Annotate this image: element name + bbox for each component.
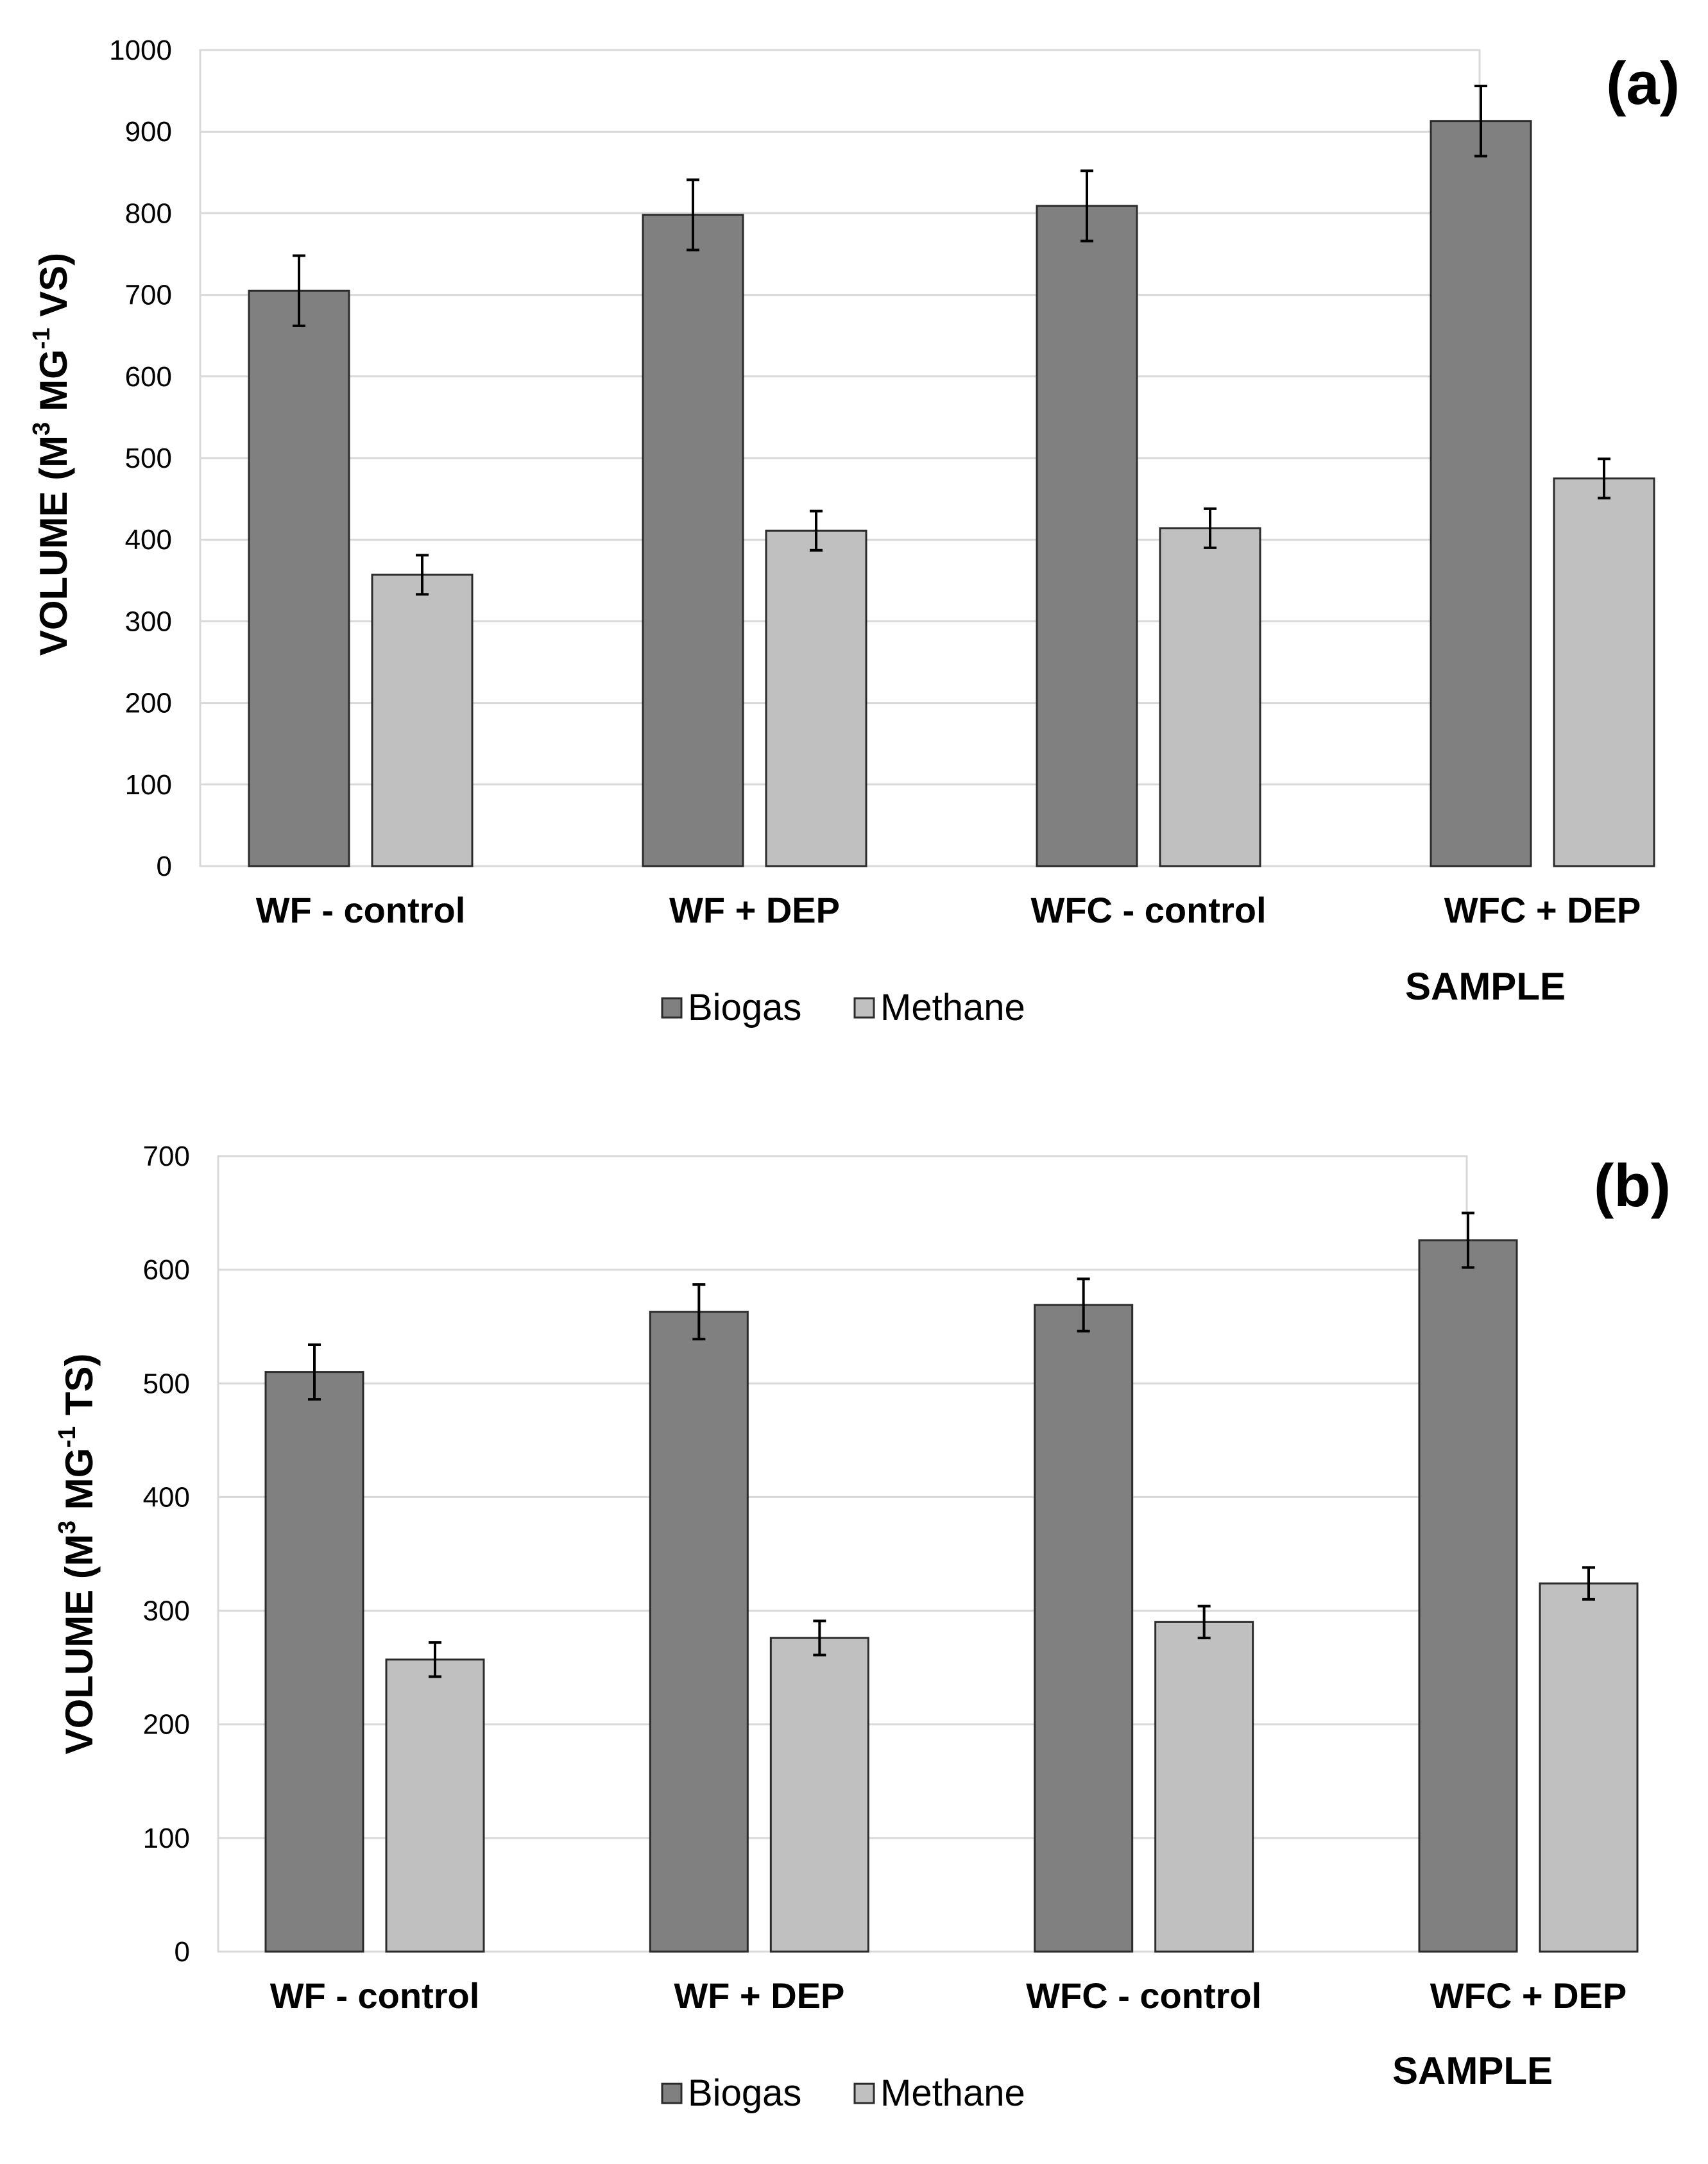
y-axis-label: VOLUME (M3 MG-1 TS) [54,1354,101,1755]
bar-methane [769,1637,869,1953]
error-bar [1077,1277,1090,1333]
category-label: WF + DEP [669,890,840,930]
y-axis-label: VOLUME (M3 MG-1 VS) [28,253,75,656]
bar-biogas [1418,1239,1518,1953]
bar-biogas [642,214,744,867]
bar-biogas [264,1371,364,1953]
legend-swatch-methane [853,2083,875,2104]
error-bar [1598,457,1610,500]
category-label: WF - control [270,1975,480,2016]
bar-biogas [649,1311,749,1953]
y-tick-label: 200 [125,688,172,719]
error-bar [687,178,699,251]
bar-methane [1154,1621,1254,1953]
category-label: WFC - control [1030,890,1266,930]
bar-methane [385,1658,485,1953]
y-tick-label: 500 [125,443,172,474]
category-label: WFC - control [1026,1975,1261,2016]
legend: Biogas Methane [661,987,1025,1028]
legend-label-methane: Methane [880,2072,1025,2114]
y-tick-label: 400 [143,1481,190,1513]
bar-methane [765,529,867,867]
bar-biogas [1036,205,1138,867]
y-tick-label: 600 [125,361,172,393]
legend: Biogas Methane [661,2072,1025,2114]
x-tick-labels: WF - control WF + DEP WFC - control WFC + D… [256,890,1641,930]
legend-swatch-biogas [661,2083,683,2104]
x-tick-labels: WF - control WF + DEP WFC - control WFC + D… [270,1975,1627,2016]
chart-panel-b: 0 100 200 300 400 500 600 700 WF - control WF + … [54,1141,1671,2114]
bar-biogas [1034,1304,1134,1953]
y-tick-label: 0 [175,1936,190,1968]
error-bar [416,554,429,596]
y-tick-labels: 0 100 200 300 400 500 600 700 800 900 1000 [109,35,172,882]
y-tick-label: 300 [125,606,172,637]
legend-label-methane: Methane [880,987,1025,1028]
y-tick-label: 900 [125,116,172,148]
bar-methane [1539,1582,1639,1953]
panel-label: (b) [1594,1152,1671,1219]
y-tick-labels: 0 100 200 300 400 500 600 700 [143,1141,190,1968]
y-tick-label: 100 [143,1823,190,1854]
category-label: WFC + DEP [1430,1975,1627,2016]
y-tick-label: 700 [125,280,172,311]
error-bar [1462,1211,1474,1269]
bar-biogas [248,289,350,867]
y-tick-label: 200 [143,1709,190,1741]
error-bar [813,1619,826,1657]
bar-methane [1159,527,1261,867]
y-tick-label: 800 [125,198,172,229]
error-bar [429,1641,441,1678]
y-tick-label: 700 [143,1141,190,1172]
error-bar [1204,507,1217,549]
y-tick-label: 100 [125,769,172,801]
error-bar [308,1343,321,1401]
legend-swatch-biogas [661,997,683,1019]
legend-swatch-methane [853,997,875,1019]
y-tick-label: 400 [125,524,172,556]
bar-biogas [1430,120,1532,867]
category-label: WF + DEP [674,1975,844,2016]
error-bar [293,254,305,327]
error-bar [1474,84,1487,158]
y-tick-label: 1000 [109,35,172,66]
category-label: WFC + DEP [1444,890,1641,930]
legend-label-biogas: Biogas [688,987,801,1028]
panel-label: (a) [1606,49,1680,117]
bar-methane [1553,477,1655,867]
error-bar [1582,1566,1595,1601]
y-tick-label: 300 [143,1596,190,1627]
y-tick-label: 500 [143,1368,190,1399]
error-bar [692,1283,706,1341]
bars [264,1211,1639,1953]
category-label: WF - control [256,890,466,930]
y-tick-label: 600 [143,1254,190,1286]
error-bar [1080,169,1093,243]
legend-label-biogas: Biogas [688,2072,801,2114]
chart-panel-a: 0 100 200 300 400 500 600 700 800 900 1000 WF - co… [28,35,1680,1028]
error-bar [1197,1605,1211,1640]
bars [248,84,1655,867]
x-axis-label: SAMPLE [1392,2049,1553,2092]
error-bar [810,509,823,552]
y-tick-label: 0 [157,851,172,882]
bar-methane [371,574,474,867]
x-axis-label: SAMPLE [1405,965,1566,1008]
